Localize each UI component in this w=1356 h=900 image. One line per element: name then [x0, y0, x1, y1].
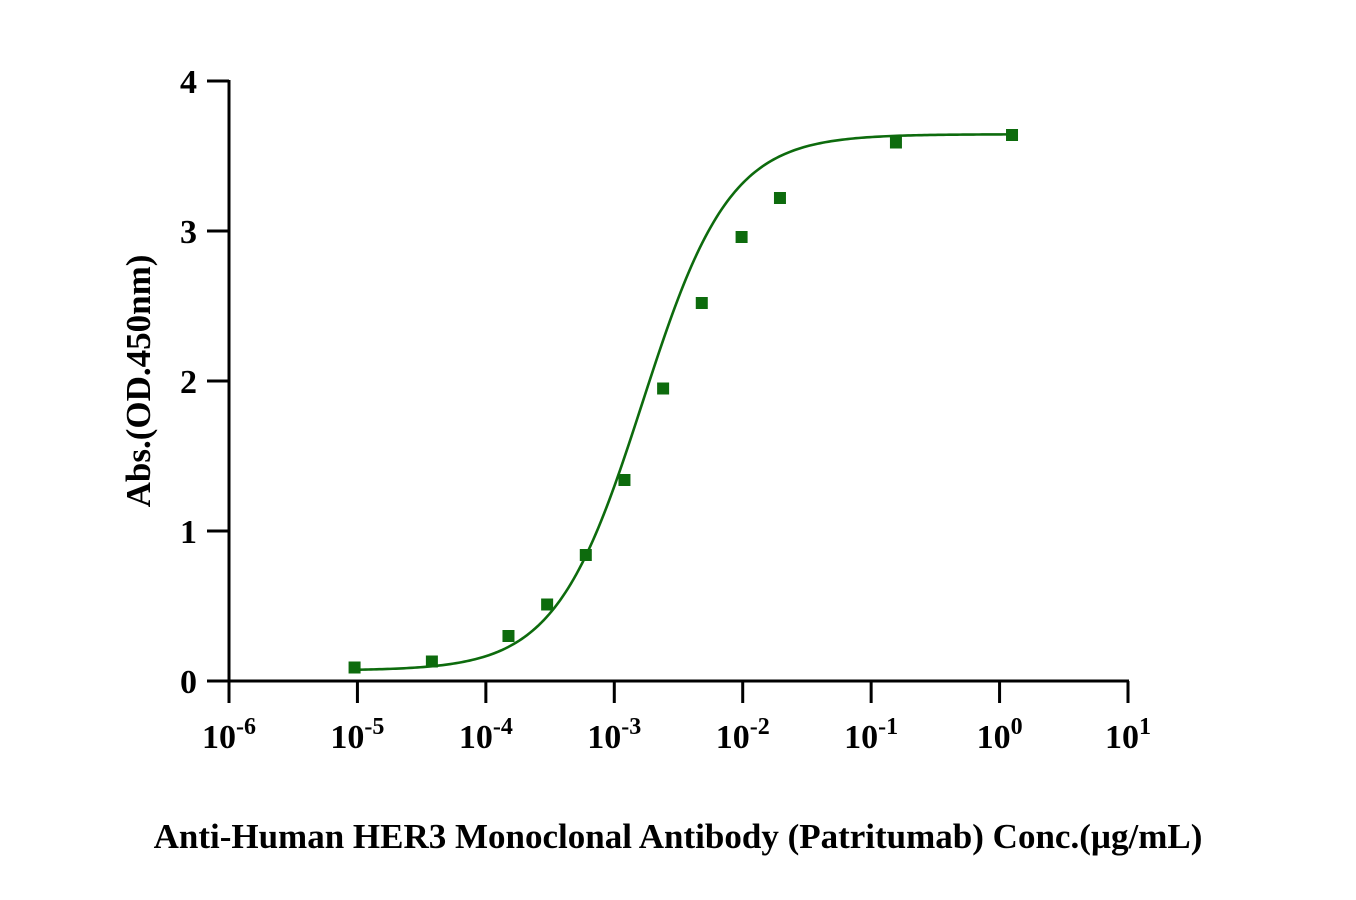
data-point — [735, 231, 748, 243]
x-tick-label: 10-3 — [587, 714, 641, 756]
data-point — [425, 655, 438, 668]
x-axis-title: Anti-Human HER3 Monoclonal Antibody (Pat… — [154, 817, 1203, 856]
data-point — [657, 382, 670, 395]
x-tick-label: 10-4 — [459, 714, 513, 756]
y-tick-label: 1 — [180, 514, 197, 551]
fit-curve — [354, 133, 1013, 672]
x-tick-label: 10-6 — [202, 714, 256, 756]
y-tick-label: 0 — [180, 664, 197, 701]
data-point — [773, 192, 786, 204]
data-point — [695, 297, 708, 309]
data-point — [502, 630, 515, 642]
x-tick-label: 100 — [977, 714, 1023, 756]
fit-curve-layer — [354, 133, 1013, 672]
data-point — [541, 598, 554, 611]
data-point — [889, 136, 902, 149]
data-point — [348, 661, 361, 674]
data-points-layer — [348, 129, 1019, 674]
tick-labels-layer: 0 1 2 3 4 10-6 10-5 10-4 10-3 10-2 10-1 100 101 — [180, 64, 1151, 756]
x-tick-label: 10-5 — [330, 714, 384, 756]
axes — [207, 79, 1130, 703]
data-point — [579, 549, 592, 561]
data-point — [1006, 129, 1019, 141]
data-point — [618, 474, 631, 486]
y-tick-label: 2 — [180, 364, 197, 401]
x-tick-label: 10-1 — [844, 714, 898, 756]
x-tick-label: 10-2 — [716, 714, 770, 756]
y-tick-label: 3 — [180, 214, 197, 251]
x-tick-label: 101 — [1105, 714, 1151, 756]
y-tick-label: 4 — [180, 64, 197, 101]
y-axis-title: Abs.(OD.450nm) — [119, 255, 158, 508]
